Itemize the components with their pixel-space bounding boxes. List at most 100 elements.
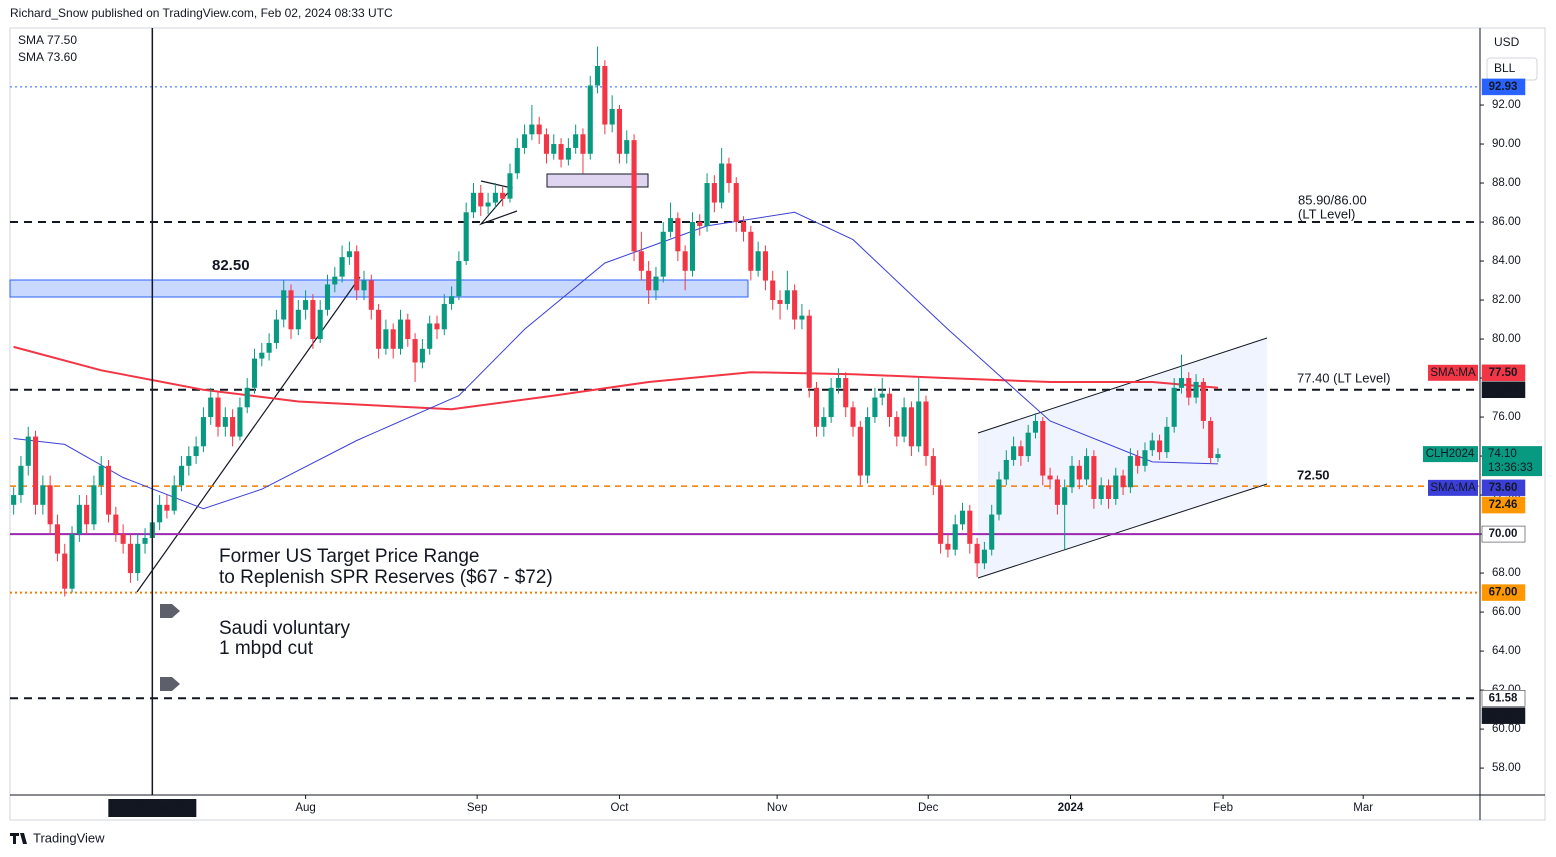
candle-body <box>237 407 243 437</box>
channel-line <box>977 483 1268 579</box>
candle-body <box>397 319 404 349</box>
candle-body <box>886 393 893 418</box>
candle-body <box>1135 456 1141 466</box>
candle-body <box>981 549 987 564</box>
candle-body <box>894 417 900 437</box>
candle-body <box>580 134 586 154</box>
crosshair-label: Fri 30 Jun '23 <box>118 802 187 814</box>
candle-body <box>536 124 542 135</box>
candle-body <box>792 290 798 320</box>
candle-body <box>405 319 411 340</box>
candle-body <box>595 66 601 86</box>
candle-body <box>11 495 17 505</box>
candle-body <box>310 300 316 340</box>
candle-body <box>478 192 484 207</box>
candle-body <box>821 417 827 427</box>
legend-name: SMA <box>18 50 44 64</box>
candle-body <box>1200 381 1206 421</box>
candle-body <box>529 124 535 135</box>
logo <box>10 833 27 844</box>
candle-body <box>485 202 491 207</box>
candle-body <box>1040 420 1046 476</box>
candle-body <box>142 537 148 544</box>
candle-body <box>923 401 929 457</box>
box <box>546 173 649 188</box>
y-tick-label: 92.00 <box>1492 99 1521 111</box>
candle-body <box>84 504 90 525</box>
candle-body <box>843 378 849 408</box>
candle-body <box>259 352 265 359</box>
candle-body <box>127 543 133 574</box>
candle-body <box>157 504 163 523</box>
sma-tag-box <box>1428 479 1478 496</box>
price-symbol: CLH2024 <box>1426 448 1475 460</box>
candle-body <box>91 485 97 525</box>
candle-body <box>295 309 301 330</box>
sma-line <box>13 211 1219 510</box>
level-tag-box <box>1481 78 1526 96</box>
sma-tag-box <box>1428 364 1478 381</box>
candle-body <box>602 66 608 125</box>
candle-body <box>631 140 637 252</box>
y-tick-label: 76.00 <box>1492 411 1521 423</box>
sma-value-box <box>1481 364 1526 382</box>
candle-body <box>551 144 557 154</box>
candle-body <box>186 456 192 466</box>
candle-body <box>989 514 995 550</box>
sma-line <box>13 345 1219 411</box>
unit[interactable]: BLL <box>1494 61 1516 75</box>
sma-value: 73.60 <box>1489 482 1518 494</box>
candle-body <box>711 183 717 203</box>
candle-body <box>1076 465 1082 480</box>
candle-body <box>638 251 644 271</box>
y-tick-label: 64.00 <box>1492 645 1521 657</box>
sma-tag: SMA:MA <box>1430 367 1476 379</box>
currency[interactable]: USD <box>1494 35 1520 49</box>
candle-body <box>514 147 520 174</box>
candle-body <box>1054 479 1060 505</box>
candle-body <box>660 231 666 277</box>
candle-body <box>689 222 696 271</box>
candle-body <box>76 504 82 535</box>
x-tick-label: Aug <box>295 802 315 814</box>
y-tick-label: 58.00 <box>1492 762 1521 774</box>
candle-body <box>719 163 725 203</box>
candle-body <box>164 504 170 511</box>
candle-body <box>667 218 674 232</box>
candle-body <box>967 510 973 544</box>
candle-body <box>835 378 841 388</box>
y-tick-label: 90.00 <box>1492 138 1521 150</box>
annotation: 77.40 (LT Level) <box>1297 370 1390 385</box>
level-tag-box <box>1481 707 1526 724</box>
candle-body <box>1142 450 1148 466</box>
candle-body <box>368 280 374 310</box>
candle-body <box>799 315 805 320</box>
candle-body <box>441 303 447 330</box>
candle-body <box>938 485 944 544</box>
candle-body <box>47 485 53 525</box>
x-tick-label: 2024 <box>1058 802 1084 814</box>
x-tick-label: Dec <box>918 802 939 814</box>
candle-body <box>273 319 279 343</box>
candle-body <box>32 436 39 505</box>
candle-body <box>113 514 119 535</box>
candle-body <box>1215 454 1221 459</box>
candle-body <box>522 134 528 148</box>
level-tag: 72.46 <box>1489 499 1518 511</box>
x-tick-label: Feb <box>1213 802 1233 814</box>
candle-body <box>1018 446 1024 457</box>
price-countdown: 13:36:33 <box>1488 462 1533 474</box>
x-tick-label: Nov <box>767 802 788 814</box>
zone <box>9 279 749 298</box>
candle-body <box>332 276 338 285</box>
annotation: to Replenish SPR Reserves ($67 - $72) <box>219 567 553 588</box>
price-box <box>1482 446 1542 477</box>
candle-body <box>609 108 615 125</box>
candle-body <box>1178 378 1185 388</box>
y-tick-label: 66.00 <box>1492 606 1521 618</box>
candle-body <box>1084 456 1090 480</box>
candle-body <box>624 140 630 154</box>
candle-body <box>105 465 112 515</box>
annotation: 85.90/86.00 <box>1298 192 1367 207</box>
header: Richard_Snow published on TradingView.co… <box>10 6 393 20</box>
